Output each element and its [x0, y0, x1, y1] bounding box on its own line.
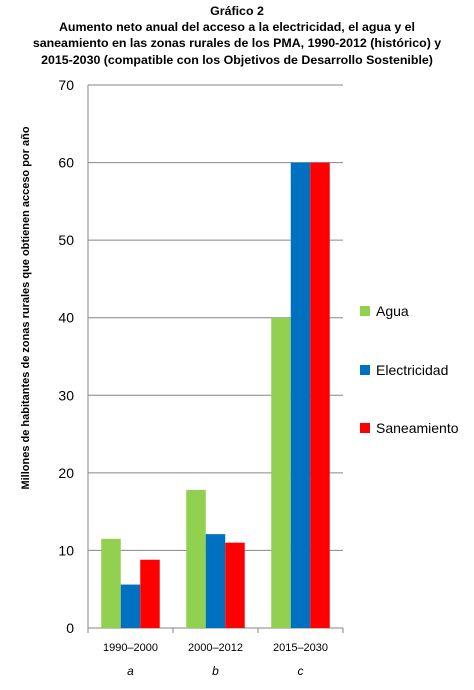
legend-swatch-saneamiento	[360, 423, 370, 433]
bar-agua-1	[101, 538, 121, 628]
x-tick-label: 2000–2012	[188, 642, 243, 654]
bar-saneamiento-2	[225, 542, 245, 628]
y-tick-label: 20	[58, 465, 74, 481]
chart-title-block: Gráfico 2 Aumento neto anual del acceso …	[0, 3, 474, 68]
bar-electricidad-2	[205, 534, 226, 628]
legend-label-agua: Agua	[376, 303, 409, 319]
bar-electricidad-1	[120, 584, 141, 628]
legend-item-saneamiento: Saneamiento	[360, 420, 459, 436]
y-tick-label: 40	[58, 310, 74, 326]
y-tick-label: 0	[66, 620, 74, 636]
bar-electricidad-3	[290, 162, 311, 629]
y-tick-label: 50	[58, 232, 74, 248]
y-tick-label: 70	[58, 77, 74, 93]
legend-item-agua: Agua	[360, 303, 409, 319]
y-tick-label: 60	[58, 155, 74, 171]
chart-subtitle: Aumento neto anual del acceso a la elect…	[32, 20, 442, 67]
x-category-note: b	[212, 664, 219, 678]
x-tick-label: 1990–2000	[103, 642, 158, 654]
bar-saneamiento-1	[140, 559, 160, 628]
y-axis-label: Millones de habitantes de zonas rurales …	[20, 126, 32, 490]
y-tick-label: 10	[58, 542, 74, 558]
x-category-note: a	[127, 664, 134, 678]
y-tick-label: 30	[58, 387, 74, 403]
chart-title: Gráfico 2	[210, 4, 264, 18]
bar-agua-3	[271, 317, 291, 628]
bar-saneamiento-3	[310, 162, 330, 629]
legend-label-electricidad: Electricidad	[376, 362, 449, 378]
legend-label-saneamiento: Saneamiento	[376, 420, 459, 436]
bar-agua-2	[186, 489, 206, 628]
x-tick-label: 2015–2030	[273, 642, 328, 654]
legend-swatch-electricidad	[360, 365, 370, 375]
legend-swatch-agua	[360, 306, 370, 316]
x-category-note: c	[298, 664, 304, 678]
legend-item-electricidad: Electricidad	[360, 362, 448, 378]
